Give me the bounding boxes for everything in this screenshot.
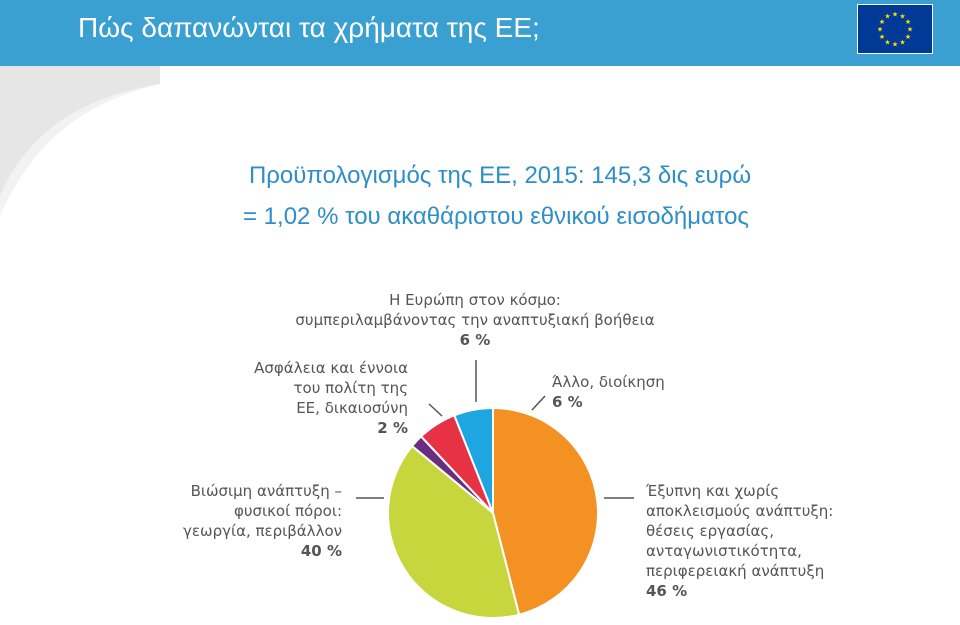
label-world-line-1: Η Ευρώπη στον κόσμο:	[389, 291, 561, 309]
budget-subtitle: Προϋπολογισμός της ΕΕ, 2015: 145,3 δις ε…	[248, 162, 752, 189]
flag-star: ★	[892, 11, 898, 19]
label-security-line-1: Ασφάλεια και έννοια	[254, 359, 408, 377]
flag-star: ★	[899, 38, 905, 46]
label-smart-line-5: περιφερειακή ανάπτυξη	[646, 562, 825, 580]
label-security-line-2: του πολίτη της	[293, 379, 408, 397]
value-other: 6 %	[552, 393, 583, 411]
label-sustainable-line-3: γεωργία, περιβάλλον	[183, 522, 342, 540]
header-bar: Πώς δαπανώνται τα χρήματα της ΕΕ; ★ ★ ★ ★ ★ ★…	[0, 0, 960, 66]
page-title: Πώς δαπανώνται τα χρήματα της ΕΕ;	[78, 12, 540, 43]
label-smart-line-1: Έξυπνη και χωρίς	[646, 482, 780, 500]
label-smart-line-2: αποκλεισμούς ανάπτυξη:	[646, 502, 834, 520]
leader-line-security	[428, 403, 443, 417]
label-smart-line-3: θέσεις εργασίας,	[646, 522, 774, 540]
flag-star: ★	[892, 41, 898, 49]
flag-star: ★	[907, 26, 913, 34]
flag-star: ★	[884, 38, 890, 46]
label-other-line-1: Άλλο, διοίκηση	[552, 373, 665, 391]
slice-sustainable-growth	[387, 444, 521, 619]
slice-administration	[453, 406, 494, 514]
value-smart: 46 %	[646, 582, 688, 600]
slice-label-security: Ασφάλεια και έννοια του πολίτη της ΕΕ, δ…	[210, 358, 408, 438]
value-security: 2 %	[377, 419, 408, 437]
flag-star: ★	[879, 18, 885, 26]
leader-line-other	[531, 395, 546, 411]
slice-label-sustainable: Βιώσιμη ανάπτυξη – φυσικοί πόροι: γεωργί…	[110, 481, 342, 561]
flag-star: ★	[879, 33, 885, 41]
label-world-line-2: συμπεριλαμβάνοντας την αναπτυξιακή βοήθε…	[295, 311, 655, 329]
gni-subtitle: = 1,02 % του ακαθάριστου εθνικού εισοδήμ…	[243, 203, 749, 230]
slice-label-smart-growth: Έξυπνη και χωρίς αποκλεισμούς ανάπτυξη: …	[646, 481, 833, 601]
flag-star: ★	[899, 13, 905, 21]
slice-smart-growth	[492, 406, 599, 616]
label-security-line-3: ΕΕ, δικαιοσύνη	[296, 399, 408, 417]
flag-star: ★	[905, 33, 911, 41]
flag-star: ★	[884, 13, 890, 21]
value-world: 6 %	[459, 331, 491, 349]
flag-star: ★	[877, 26, 883, 34]
eu-flag-icon: ★ ★ ★ ★ ★ ★ ★ ★ ★ ★ ★ ★	[857, 4, 933, 54]
slice-label-world: Η Ευρώπη στον κόσμο: συμπεριλαμβάνοντας …	[270, 290, 680, 350]
label-sustainable-line-2: φυσικοί πόροι:	[233, 502, 342, 520]
label-sustainable-line-1: Βιώσιμη ανάπτυξη –	[190, 482, 342, 500]
value-sustainable: 40 %	[300, 542, 342, 560]
background-swoosh	[0, 66, 160, 216]
slice-label-other: Άλλο, διοίκηση 6 %	[552, 372, 665, 412]
flag-star: ★	[905, 18, 911, 26]
label-smart-line-4: ανταγωνιστικότητα,	[646, 542, 802, 560]
